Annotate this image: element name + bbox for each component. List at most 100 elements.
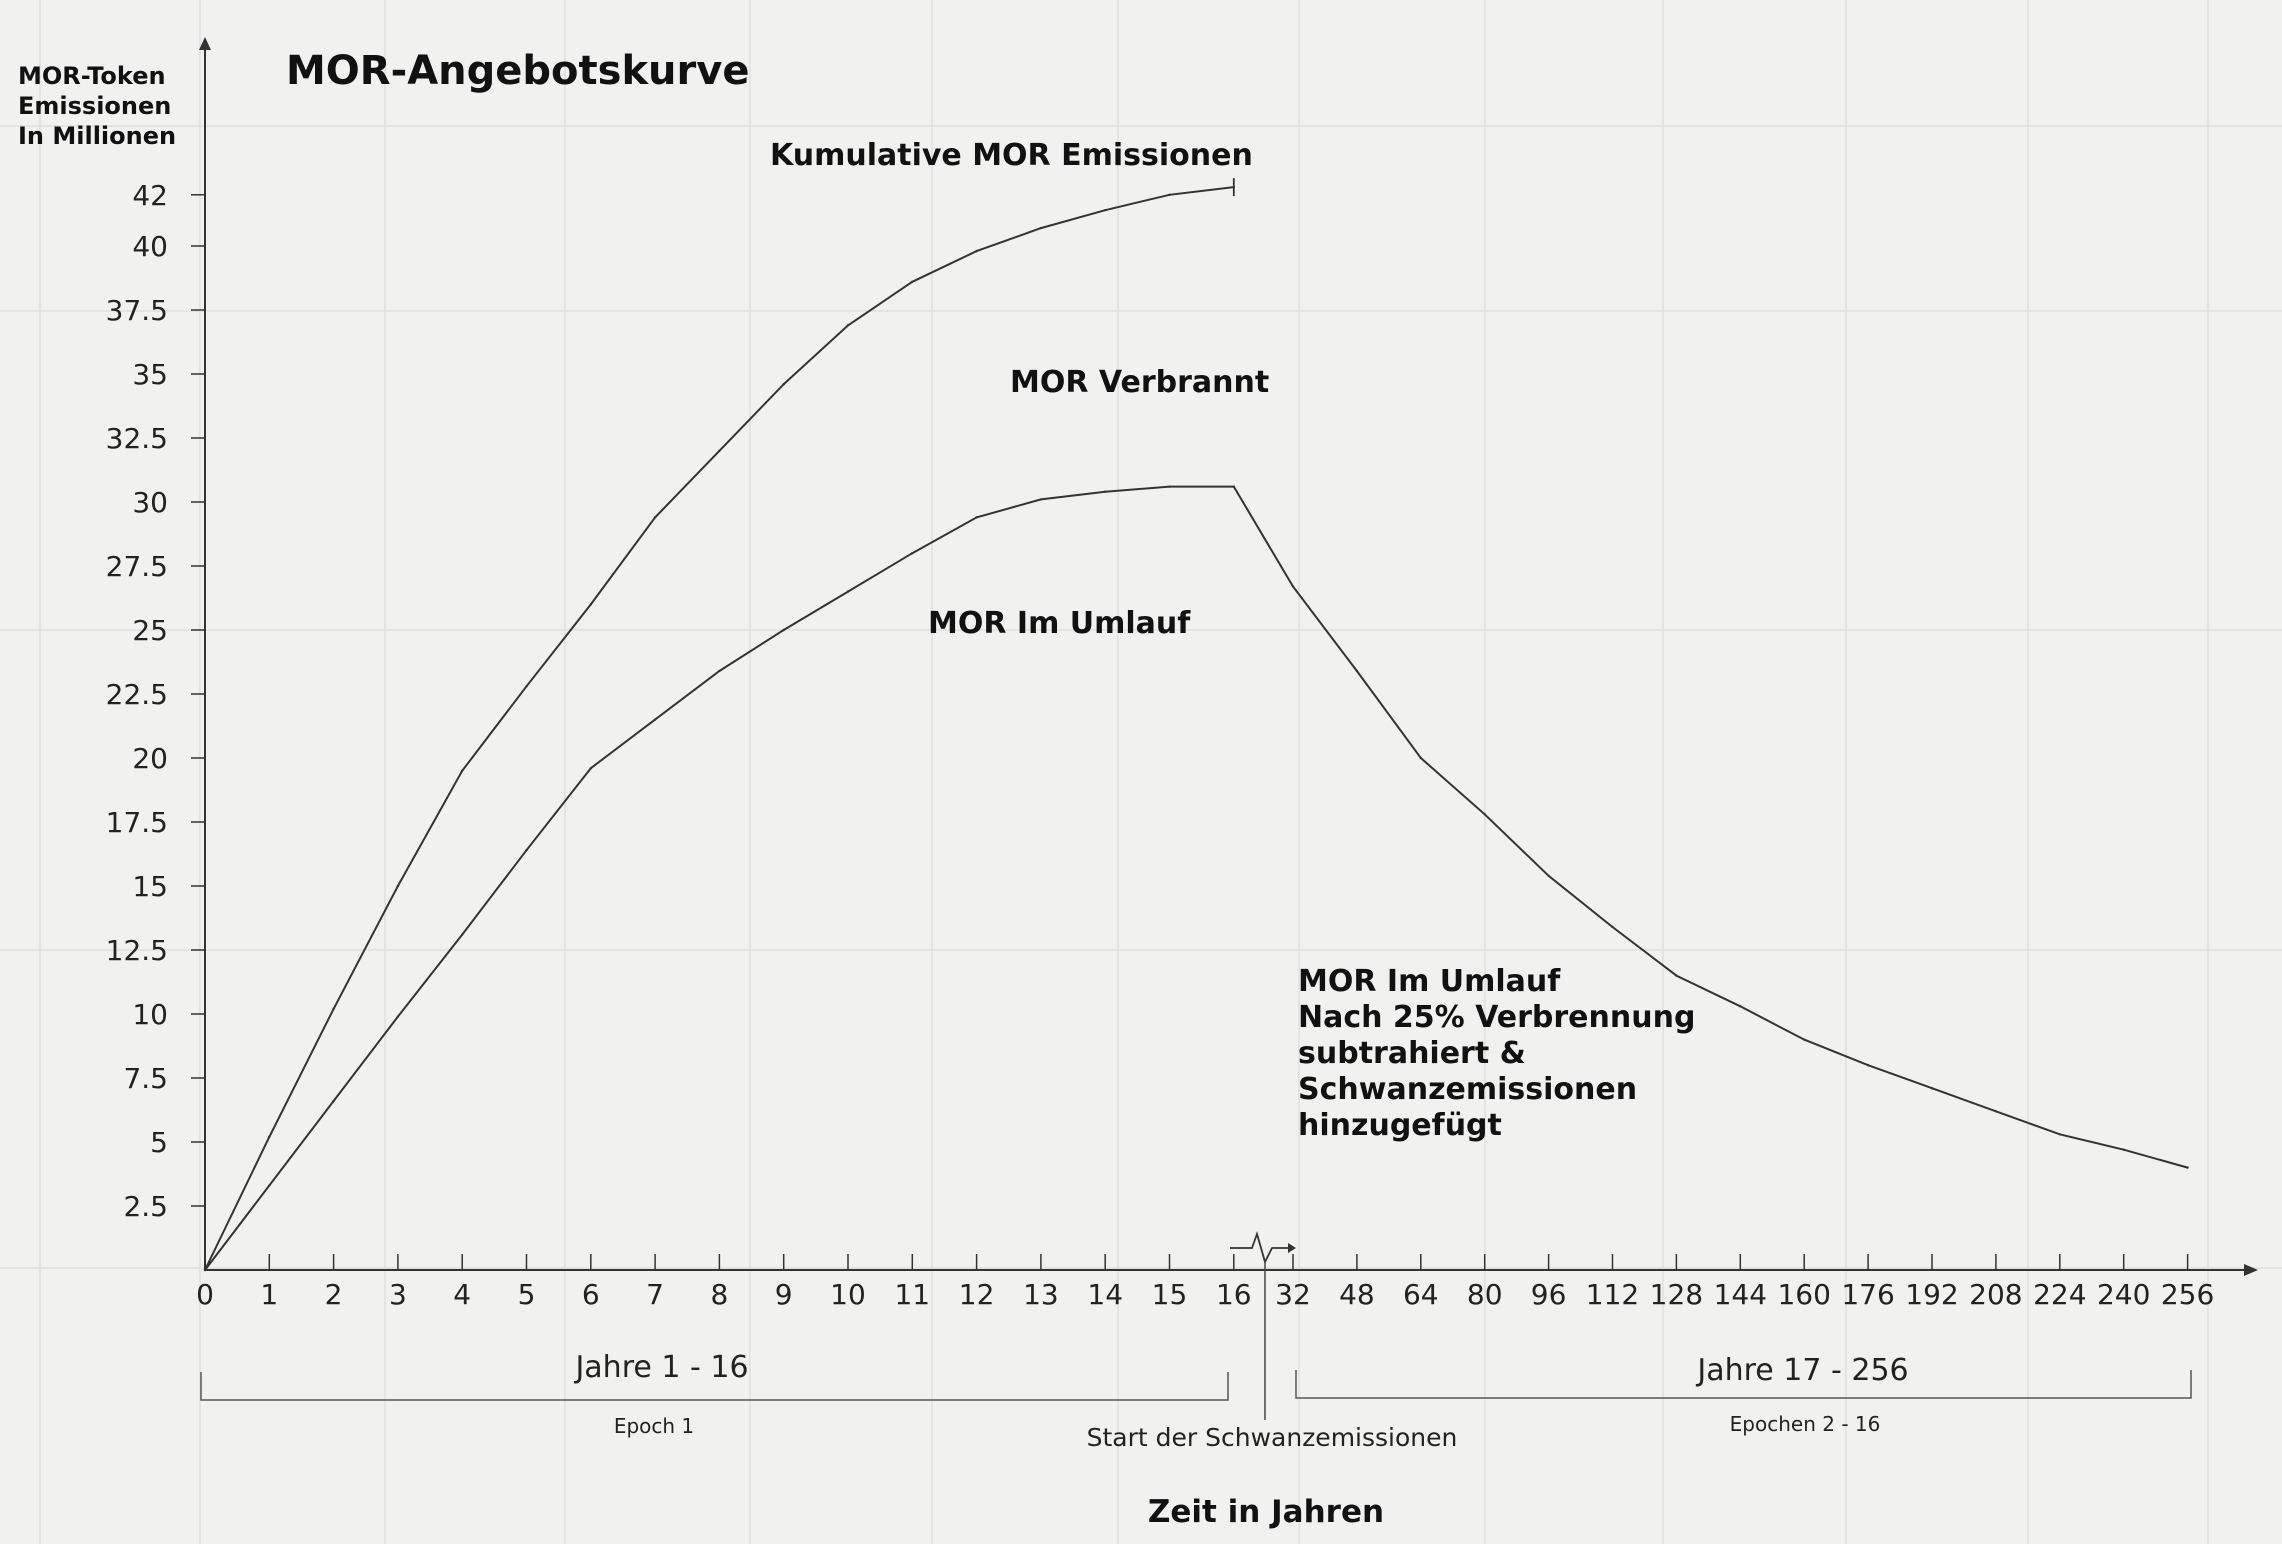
x-ticks: 0 1 2 3 4 5 6 7 8 9 10 11 12 13 14 15 16 32 48 64 80 96 112 128…	[196, 1254, 2214, 1311]
series	[203, 178, 2189, 1272]
x-tick-label: 14	[1087, 1278, 1123, 1311]
x-tick-label: 224	[2033, 1278, 2086, 1311]
after-burn-line-5: hinzugefügt	[1298, 1108, 1502, 1143]
data-point	[461, 769, 464, 772]
y-tick-label: 30	[132, 486, 168, 519]
after-burn-line-2: Nach 25% Verbrennung	[1298, 1000, 1695, 1035]
x-tick-label: 16	[1216, 1278, 1252, 1311]
x-tick-label: 5	[518, 1278, 536, 1311]
data-point	[1355, 669, 1359, 673]
after-burn-line-3: subtrahiert &	[1298, 1036, 1526, 1071]
data-point	[911, 280, 914, 284]
data-point	[1168, 193, 1171, 196]
data-point	[1483, 813, 1486, 816]
data-point	[332, 1099, 335, 1103]
data-point	[653, 718, 657, 721]
after-burn-line-1: MOR Im Umlauf	[1298, 964, 1561, 999]
y-axis-arrow	[199, 37, 211, 50]
data-point	[1611, 925, 1614, 929]
label-epochs-2-16: Epochen 2 - 16	[1730, 1412, 1881, 1436]
data-point	[1739, 1005, 1742, 1008]
y-tick-label: 25	[132, 614, 168, 647]
x-axis-label: Zeit in Jahren	[1148, 1494, 1384, 1530]
data-point	[1547, 874, 1550, 877]
y-ticks: 2.5 5 7.5 10 12.5 15 17.5 20 22.5 25 27.5 30 32.5 35 3…	[106, 179, 205, 1223]
bracket-years-1-16	[200, 1372, 1229, 1401]
data-point	[1291, 585, 1295, 588]
data-point	[525, 848, 528, 852]
data-point	[782, 628, 785, 632]
data-point	[396, 1015, 400, 1018]
x-tick-label: 12	[959, 1278, 995, 1311]
data-point	[461, 933, 464, 936]
y-tick-label: 2.5	[123, 1190, 168, 1223]
data-point	[268, 1135, 271, 1139]
x-tick-label: 32	[1275, 1278, 1311, 1311]
y-tick-label: 35	[132, 358, 168, 391]
y-tick-label: 5	[150, 1126, 168, 1159]
x-tick-label: 9	[775, 1278, 793, 1311]
label-years-17-256: Jahre 17 - 256	[1695, 1353, 1908, 1388]
x-tick-label: 208	[1969, 1278, 2022, 1311]
data-point	[1930, 1087, 1934, 1090]
label-epoch-1: Epoch 1	[614, 1414, 694, 1438]
label-years-1-16: Jahre 1 - 16	[573, 1350, 748, 1385]
y-tick-label: 12.5	[106, 934, 168, 967]
x-tick-label: 1	[260, 1278, 278, 1311]
data-point	[525, 685, 528, 688]
x-tick-label: 160	[1777, 1278, 1830, 1311]
bracket-years-17-256	[1295, 1370, 2192, 1399]
data-point	[911, 552, 914, 555]
after-burn-line-4: Schwanzemissionen	[1298, 1072, 1637, 1107]
data-point	[1866, 1064, 1870, 1067]
x-tick-label: 0	[196, 1278, 214, 1311]
data-point	[1039, 498, 1043, 501]
x-tick-label: 6	[582, 1278, 600, 1311]
x-tick-label: 176	[1841, 1278, 1894, 1311]
data-point	[1803, 1038, 1806, 1041]
x-tick-label: 144	[1714, 1278, 1767, 1311]
x-tick-label: 15	[1152, 1278, 1188, 1311]
data-point	[2122, 1148, 2125, 1151]
data-point	[782, 383, 785, 386]
data-point	[718, 669, 721, 673]
x-tick-label: 128	[1650, 1278, 1703, 1311]
y-tick-label: 37.5	[106, 294, 168, 327]
x-tick-label: 96	[1531, 1278, 1567, 1311]
axes	[199, 37, 2258, 1276]
data-point	[975, 516, 978, 519]
data-point	[718, 449, 721, 452]
data-point	[1104, 208, 1107, 212]
data-point	[1168, 485, 1171, 488]
y-tick-label: 27.5	[106, 550, 168, 583]
data-point	[2058, 1133, 2061, 1136]
x-tick-label: 64	[1403, 1278, 1439, 1311]
y-tick-label: 10	[132, 998, 168, 1031]
y-tick-label: 22.5	[106, 678, 168, 711]
data-point	[1232, 485, 1236, 488]
data-point	[203, 1268, 207, 1272]
data-point	[653, 516, 657, 519]
x-tick-label: 10	[830, 1278, 866, 1311]
data-point	[1419, 756, 1423, 760]
data-point	[589, 603, 592, 606]
x-tick-label: 2	[325, 1278, 343, 1311]
data-point	[396, 884, 400, 888]
data-point	[1675, 974, 1678, 977]
y-tick-label: 20	[132, 742, 168, 775]
label-mor-circulating: MOR Im Umlauf	[928, 606, 1191, 641]
axis-break-symbol	[1230, 1231, 1290, 1265]
y-tick-label: 15	[132, 870, 168, 903]
data-point	[2186, 1166, 2189, 1169]
data-point	[846, 590, 850, 593]
data-point	[1994, 1110, 1998, 1113]
x-tick-label: 240	[2097, 1278, 2150, 1311]
data-point	[975, 249, 978, 253]
x-tick-label: 13	[1023, 1278, 1059, 1311]
y-tick-label: 17.5	[106, 806, 168, 839]
data-point	[1104, 490, 1107, 493]
y-axis-label-line-2: Emissionen	[18, 92, 171, 120]
y-tick-label: 42	[132, 179, 168, 212]
axis-break-arrow	[1288, 1243, 1296, 1253]
